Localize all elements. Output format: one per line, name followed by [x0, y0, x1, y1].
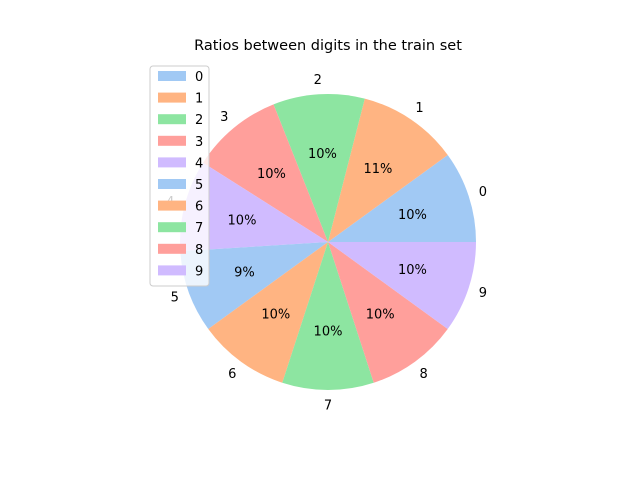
slice-category-label-3: 3 — [220, 110, 228, 125]
legend-label-8: 8 — [195, 243, 203, 258]
legend-label-1: 1 — [195, 92, 203, 107]
slice-category-label-9: 9 — [479, 286, 487, 301]
slice-category-label-7: 7 — [324, 398, 332, 413]
legend: 0 1 2 3 4 5 6 7 8 9 — [149, 65, 210, 287]
chart-title: Ratios between digits in the train set — [194, 38, 462, 54]
pie-slice-4 — [179, 162, 328, 252]
slice-percent-label-2: 10% — [308, 147, 337, 162]
legend-label-4: 4 — [195, 156, 203, 171]
slice-category-label-6: 6 — [228, 367, 236, 382]
legend-swatch-5 — [158, 179, 186, 189]
slice-category-label-0: 0 — [479, 185, 487, 200]
slice-percent-label-0: 10% — [398, 208, 427, 223]
legend-label-9: 9 — [195, 264, 203, 279]
pie-slice-3 — [203, 104, 328, 242]
legend-swatch-6 — [158, 200, 186, 211]
pie-slice-8 — [328, 242, 448, 383]
legend-label-5: 5 — [195, 178, 203, 193]
slice-percent-label-4: 10% — [228, 213, 257, 228]
slice-percent-label-5: 9% — [234, 266, 255, 281]
legend-swatch-3 — [158, 135, 186, 146]
pie-slice-6 — [208, 242, 328, 383]
slice-category-label-1: 1 — [415, 101, 423, 116]
pie-slices — [179, 93, 476, 391]
legend-label-7: 7 — [195, 221, 203, 236]
legend-label-0: 0 — [195, 70, 203, 85]
pie-slice-2 — [273, 93, 365, 242]
slice-category-label-2: 2 — [314, 73, 322, 88]
legend-label-6: 6 — [195, 200, 203, 215]
legend-label-3: 3 — [195, 135, 203, 150]
legend-swatch-7 — [158, 222, 186, 233]
legend-swatch-8 — [158, 243, 186, 254]
pie-slice-1 — [328, 98, 448, 243]
slice-percent-label-8: 10% — [366, 307, 395, 322]
pie-slice-5 — [180, 242, 328, 329]
pie-slice-7 — [282, 242, 374, 391]
pie-slice-9 — [328, 242, 476, 329]
legend-swatch-9 — [158, 265, 186, 276]
pie-labels: 10% 0 11% 1 10% 2 10% 3 10% 4 9% 5 10% 6 10% 7 10% 8 10% 9 — [166, 73, 487, 413]
slice-percent-label-6: 10% — [261, 307, 290, 322]
slice-percent-label-3: 10% — [257, 167, 286, 182]
slice-percent-label-7: 10% — [314, 324, 343, 339]
pie-slice-0 — [328, 155, 476, 242]
slice-category-label-8: 8 — [420, 367, 428, 382]
slice-category-label-5: 5 — [171, 291, 179, 306]
legend-swatch-0 — [158, 71, 186, 81]
legend-swatch-2 — [158, 114, 186, 125]
slice-percent-label-1: 11% — [363, 162, 392, 177]
legend-swatch-1 — [158, 92, 186, 103]
slice-percent-label-9: 10% — [398, 263, 427, 278]
legend-label-2: 2 — [195, 113, 203, 128]
legend-swatch-4 — [158, 157, 186, 168]
